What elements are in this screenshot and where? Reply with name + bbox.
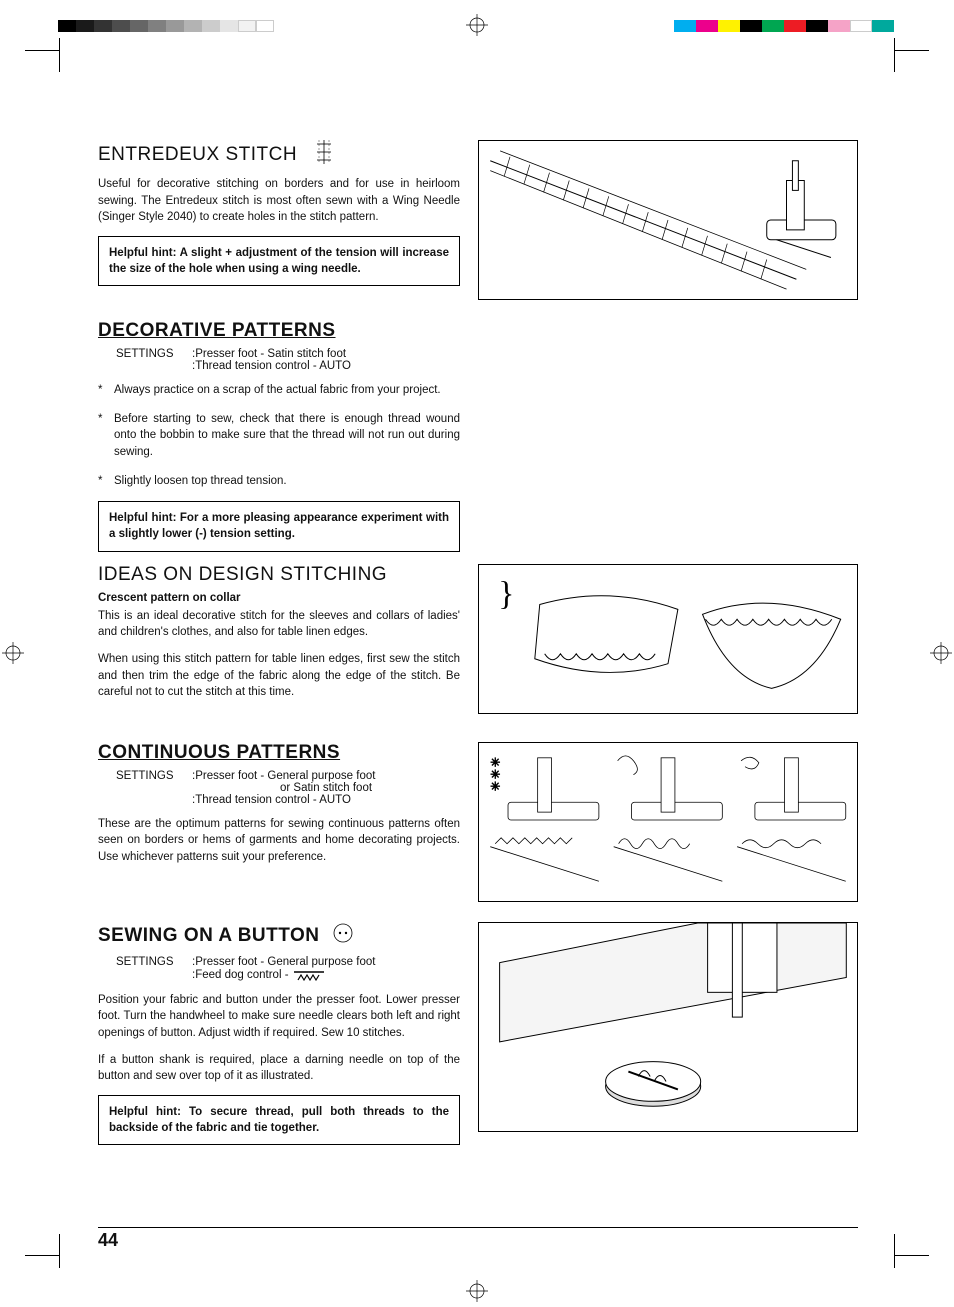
page-content: ENTREDEUX STITCH Useful for decorative s… <box>98 140 858 1165</box>
setting-presser-foot: :Presser foot - Satin stitch foot <box>192 348 346 360</box>
settings-label: SETTINGS <box>116 348 192 360</box>
print-registration-top <box>0 10 954 34</box>
page-number: 44 <box>98 1230 118 1251</box>
ideas-title: IDEAS ON DESIGN STITCHING <box>98 564 460 586</box>
entredeux-body: Useful for decorative stitching on borde… <box>98 176 460 226</box>
settings-label: SETTINGS <box>116 956 192 968</box>
ideas-section: IDEAS ON DESIGN STITCHING Crescent patte… <box>98 564 460 714</box>
entredeux-illustration <box>478 140 858 300</box>
decorative-hint: Helpful hint: For a more pleasing appear… <box>98 501 460 551</box>
setting-tension: :Thread tension control - AUTO <box>192 360 351 372</box>
gray-swatch-strip <box>58 20 274 32</box>
registration-mark-icon <box>466 1280 488 1302</box>
crescent-stitch-icon: } <box>498 575 514 612</box>
button-title: SEWING ON A BUTTON <box>98 922 460 950</box>
continuous-section: CONTINUOUS PATTERNS SETTINGS:Presser foo… <box>98 742 460 902</box>
svg-text:✳: ✳ <box>490 779 500 793</box>
registration-mark-icon <box>2 642 24 664</box>
crescent-illustration: } <box>478 564 858 714</box>
button-p2: If a button shank is required, place a d… <box>98 1052 460 1085</box>
decorative-title: DECORATIVE PATTERNS <box>98 320 858 342</box>
setting-tension: :Thread tension control - AUTO <box>192 794 351 806</box>
continuous-body: These are the optimum patterns for sewin… <box>98 816 460 866</box>
bullet-item: Slightly loosen top thread tension. <box>114 473 287 490</box>
continuous-illustration: ✳✳✳ <box>478 742 858 902</box>
registration-mark-icon <box>930 642 952 664</box>
ideas-p1: This is an ideal decorative stitch for t… <box>98 608 460 641</box>
bullet-item: Before starting to sew, check that there… <box>114 411 460 461</box>
setting-presser-foot: :Presser foot - General purpose foot <box>192 956 375 968</box>
color-swatch-strip <box>674 20 894 32</box>
ideas-p2: When using this stitch pattern for table… <box>98 651 460 701</box>
button-p1: Position your fabric and button under th… <box>98 992 460 1042</box>
setting-presser-foot: :Presser foot - General purpose foot <box>192 770 375 782</box>
entredeux-title: ENTREDEUX STITCH <box>98 140 460 170</box>
page-footer-rule <box>98 1227 858 1228</box>
button-section: SEWING ON A BUTTON SETTINGS:Presser foot… <box>98 922 460 1146</box>
settings-label: SETTINGS <box>116 770 192 782</box>
entredeux-hint: Helpful hint: A slight + adjustment of t… <box>98 236 460 286</box>
title-text: SEWING ON A BUTTON <box>98 925 320 947</box>
setting-presser-foot-alt: or Satin stitch foot <box>192 782 372 794</box>
continuous-settings: SETTINGS:Presser foot - General purpose … <box>116 770 460 806</box>
button-settings: SETTINGS:Presser foot - General purpose … <box>116 956 460 982</box>
setting-feed-dog: :Feed dog control - <box>192 968 326 982</box>
title-text: ENTREDEUX STITCH <box>98 144 297 166</box>
decorative-section: DECORATIVE PATTERNS SETTINGS:Presser foo… <box>98 320 858 552</box>
registration-mark-icon <box>466 14 488 36</box>
entredeux-stitch-icon <box>309 140 339 170</box>
button-hint: Helpful hint: To secure thread, pull bot… <box>98 1095 460 1145</box>
decorative-settings: SETTINGS:Presser foot - Satin stitch foo… <box>116 348 858 372</box>
decorative-bullets: *Always practice on a scrap of the actua… <box>98 382 460 489</box>
bullet-item: Always practice on a scrap of the actual… <box>114 382 441 399</box>
ideas-subheading: Crescent pattern on collar <box>98 592 460 604</box>
continuous-title: CONTINUOUS PATTERNS <box>98 742 460 764</box>
button-stitch-icon <box>332 922 354 950</box>
feed-dog-down-icon <box>292 969 326 981</box>
button-illustration <box>478 922 858 1132</box>
entredeux-section: ENTREDEUX STITCH Useful for decorative s… <box>98 140 460 300</box>
